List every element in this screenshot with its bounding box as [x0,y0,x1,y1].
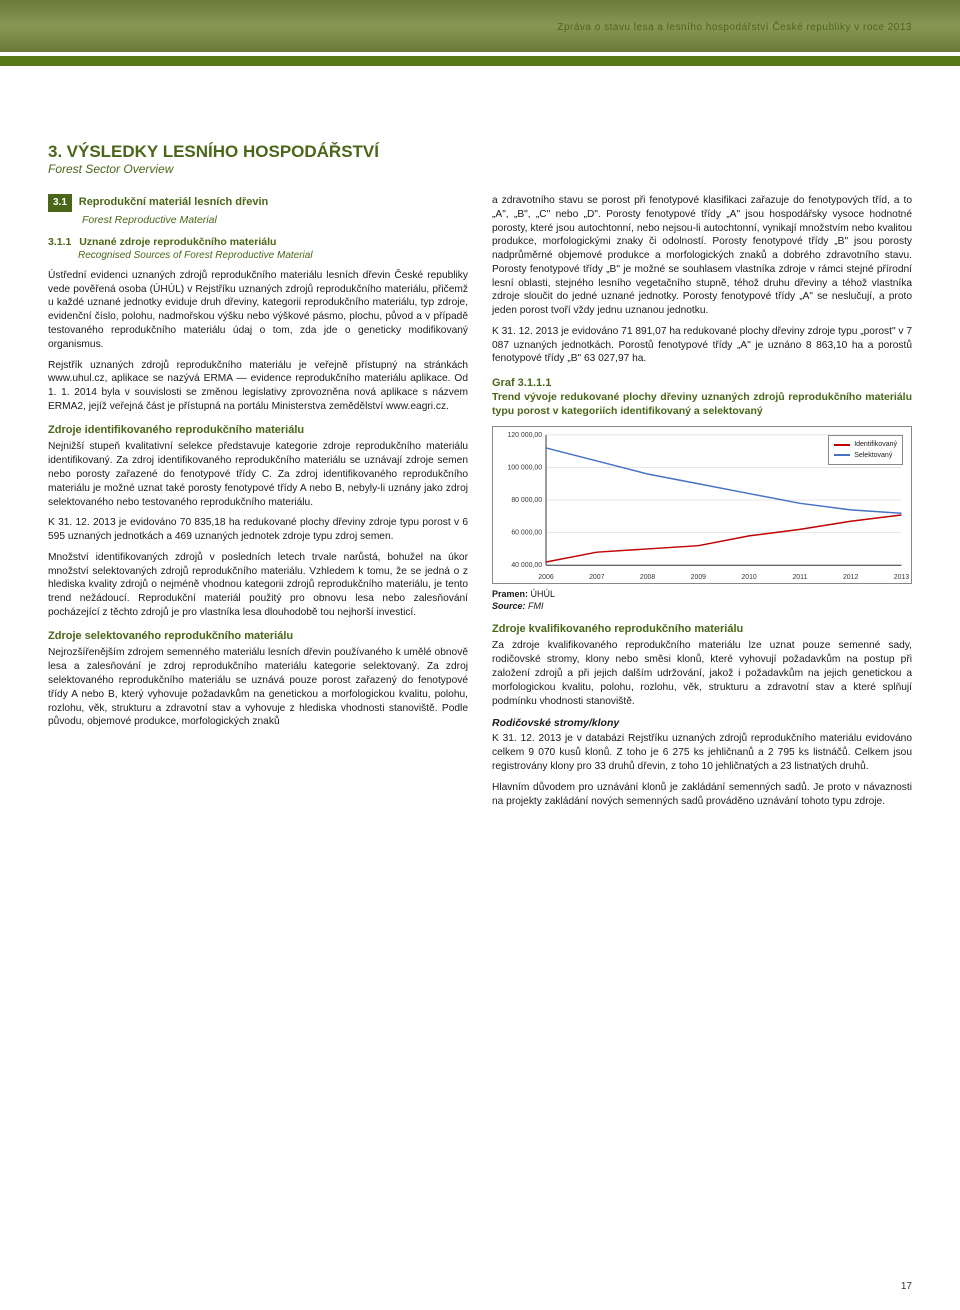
left-column: 3.1 Reprodukční materiál lesních dřevin … [48,194,468,815]
svg-text:2013: 2013 [894,574,910,581]
section-title: Reprodukční materiál lesních dřevin [79,196,269,208]
section-number-badge: 3.1 [48,194,72,212]
svg-text:2011: 2011 [792,574,807,581]
paragraph: Nejrozšířenějším zdrojem semenného mater… [48,646,468,729]
source-value-cs: ÚHÚL [531,589,556,599]
page-number: 17 [901,1281,912,1292]
subsection-number: 3.1.1 [48,236,71,248]
chart-legend: IdentifikovanýSelektovaný [828,435,903,465]
subsection-heading: 3.1.1 Uznané zdroje reprodukčního materi… [48,235,468,250]
chapter-subtitle: Forest Sector Overview [48,162,912,176]
paragraph: Ústřední evidenci uznaných zdrojů reprod… [48,269,468,352]
subsection-subtitle: Recognised Sources of Forest Reproductiv… [78,249,468,263]
paragraph: Množství identifikovaných zdrojů v posle… [48,551,468,620]
paragraph: Za zdroje kvalifikovaného reprodukčního … [492,639,912,708]
chapter-number: 3. [48,142,62,161]
chart-description: Trend vývoje redukované plochy dřeviny u… [492,391,912,418]
svg-text:80 000,00: 80 000,00 [511,497,542,504]
subheading-identified: Zdroje identifikovaného reprodukčního ma… [48,423,468,438]
subsection-title: Uznané zdroje reprodukčního materiálu [79,236,276,248]
chapter-title: VÝSLEDKY LESNÍHO HOSPODÁŘSTVÍ [67,142,379,161]
subheading-parent-trees: Rodičovské stromy/klony [492,716,912,730]
svg-text:2009: 2009 [691,574,707,581]
source-value-en: FMI [528,601,544,611]
section-heading: 3.1 Reprodukční materiál lesních dřevin [48,194,468,212]
paragraph: Hlavním důvodem pro uznávání klonů je za… [492,781,912,809]
subheading-qualified: Zdroje kvalifikovaného reprodukčního mat… [492,622,912,637]
svg-text:2010: 2010 [741,574,757,581]
svg-text:100 000,00: 100 000,00 [507,465,542,472]
section-subtitle: Forest Reproductive Material [82,213,468,227]
svg-text:60 000,00: 60 000,00 [511,530,542,537]
paragraph: K 31. 12. 2013 je v databázi Rejstříku u… [492,732,912,773]
trend-chart: 40 000,00 60 000,00 80 000,00 100 000,00 120… [492,426,912,584]
page-content: 3. VÝSLEDKY LESNÍHO HOSPODÁŘSTVÍ Forest … [0,52,960,855]
paragraph: K 31. 12. 2013 je evidováno 71 891,07 ha… [492,325,912,366]
right-column: a zdravotního stavu se porost při fenoty… [492,194,912,815]
svg-text:2012: 2012 [843,574,859,581]
svg-text:40 000,00: 40 000,00 [511,563,542,570]
paragraph: Nejnižší stupeň kvalitativní selekce pře… [48,440,468,509]
paragraph: Rejstřík uznaných zdrojů reprodukčního m… [48,359,468,414]
subheading-selected: Zdroje selektovaného reprodukčního mater… [48,629,468,644]
svg-text:2006: 2006 [538,574,554,581]
running-title: Zpráva o stavu lesa a lesního hospodářst… [557,22,912,33]
source-label-en: Source: [492,601,526,611]
svg-text:120 000,00: 120 000,00 [507,432,542,439]
paragraph: a zdravotního stavu se porost při fenoty… [492,194,912,318]
source-label-cs: Pramen: [492,589,528,599]
header-green-bar [0,56,960,66]
svg-text:2008: 2008 [640,574,656,581]
chart-source: Pramen: ÚHÚL Source: FMI [492,588,912,612]
svg-text:2007: 2007 [589,574,605,581]
main-heading: 3. VÝSLEDKY LESNÍHO HOSPODÁŘSTVÍ [48,142,912,162]
paragraph: K 31. 12. 2013 je evidováno 70 835,18 ha… [48,516,468,544]
chart-number: Graf 3.1.1.1 [492,376,912,391]
